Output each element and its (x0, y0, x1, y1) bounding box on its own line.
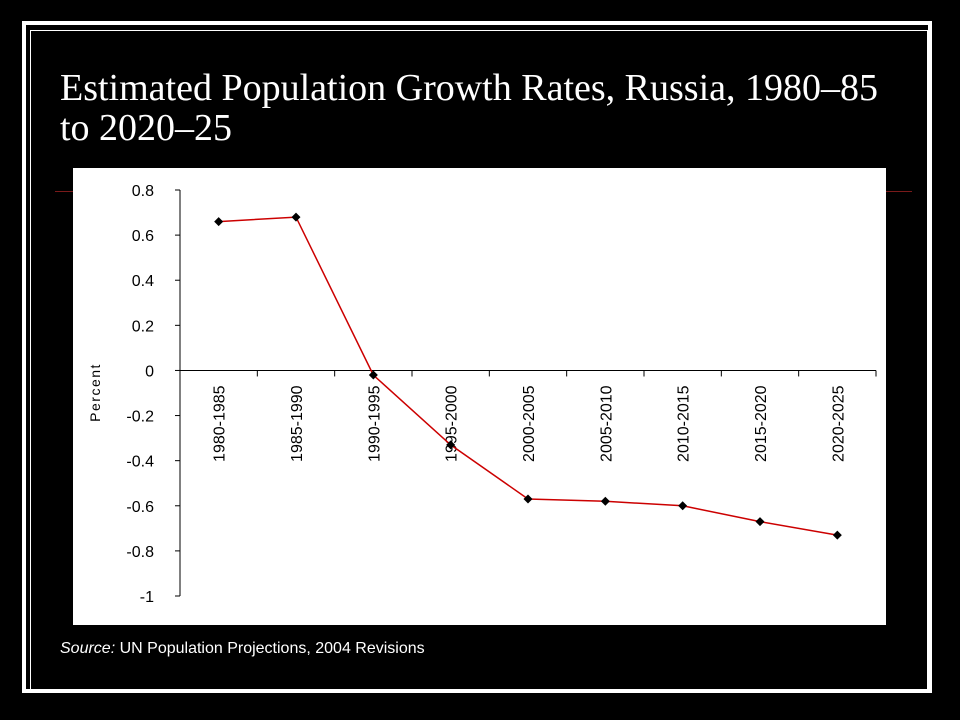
x-tick-label: 2015-2020 (753, 385, 770, 462)
data-point (291, 212, 301, 222)
x-tick-label: 1985-1990 (289, 385, 306, 462)
series-line (218, 216, 838, 536)
data-point (368, 370, 378, 380)
data-point (755, 517, 765, 527)
slide-outer-frame (22, 21, 932, 693)
x-tick-label: 2005-2010 (598, 385, 615, 462)
data-point (214, 217, 224, 227)
y-tick-label: -0.2 (126, 409, 154, 426)
y-tick-label: -0.6 (126, 499, 154, 516)
data-point (678, 501, 688, 511)
data-point (600, 496, 610, 506)
source-text: UN Population Projections, 2004 Revision… (115, 640, 425, 657)
data-point (446, 440, 456, 450)
y-tick-label: -0.8 (126, 544, 154, 561)
data-point (832, 530, 842, 540)
x-tick-label: 2000-2005 (521, 385, 538, 462)
slide-inner-frame (30, 30, 928, 690)
source-note: Source: UN Population Projections, 2004 … (60, 640, 425, 658)
chart-area: 0.8 0.6 0.4 0.2 0 -0.2 -0.4 -0.6 -0.8 -1 Percent 19… (73, 168, 886, 625)
source-label: Source: (60, 640, 116, 657)
y-tick-label: 0 (145, 363, 154, 380)
slide-title: Estimated Population Growth Rates, Russi… (60, 67, 879, 149)
x-tick-label: 2020-2025 (830, 385, 847, 462)
x-tick-label: 2010-2015 (676, 385, 693, 462)
title-rule-left (55, 191, 73, 192)
y-tick-label: 0.8 (132, 183, 154, 200)
y-axis-title: Percent (87, 363, 103, 422)
x-tick-label: 1990-1995 (366, 385, 383, 462)
y-tick-label: 0.2 (132, 318, 154, 335)
line-chart: 0.8 0.6 0.4 0.2 0 -0.2 -0.4 -0.6 -0.8 -1 Percent 19… (87, 183, 877, 606)
y-tick-label: 0.4 (132, 273, 154, 290)
x-tick-label: 1980-1985 (212, 385, 229, 462)
y-tick-label: -0.4 (126, 454, 154, 471)
y-tick-label: -1 (140, 589, 154, 606)
title-rule-right (886, 191, 912, 192)
data-point (523, 494, 533, 504)
y-tick-label: 0.6 (132, 228, 154, 245)
